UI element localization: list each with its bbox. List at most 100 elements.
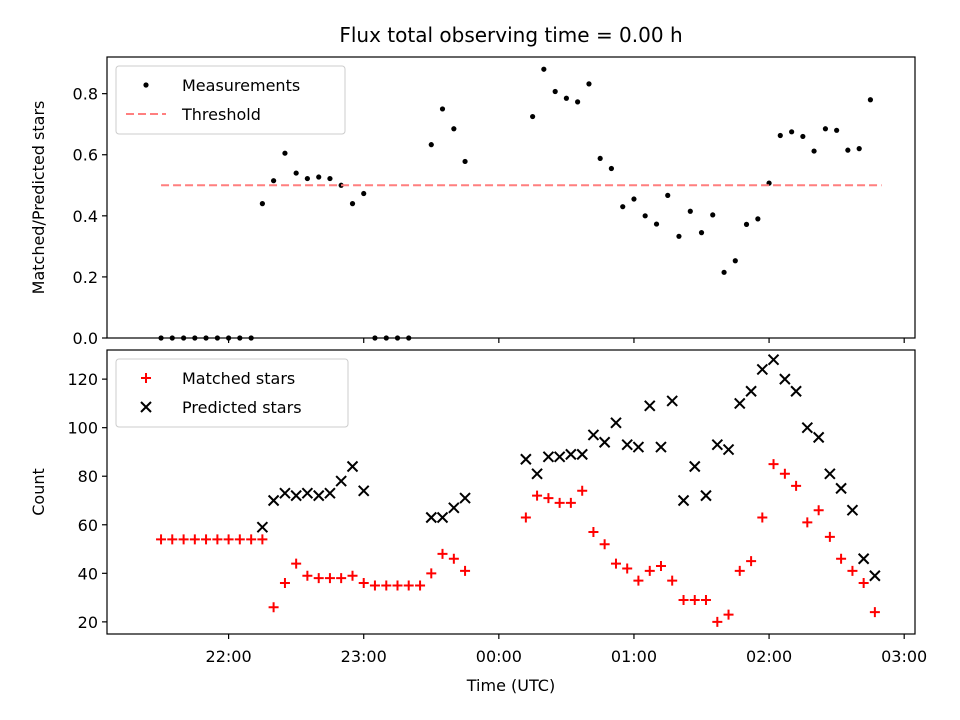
data-point	[712, 616, 723, 627]
legend-marker	[141, 373, 151, 383]
data-point	[676, 233, 682, 239]
data-point	[869, 607, 880, 618]
data-point	[734, 397, 746, 410]
top-panel: 0.0 0.2 0.4 0.6 0.8 Matched/Predicted stars Me…	[29, 56, 916, 348]
data-point	[689, 460, 701, 473]
data-point	[622, 563, 633, 574]
data-point	[610, 558, 621, 569]
data-point	[721, 269, 727, 275]
data-point	[631, 196, 637, 202]
data-point	[349, 201, 356, 207]
data-point	[678, 595, 689, 606]
data-point	[336, 573, 347, 584]
data-point	[234, 534, 245, 545]
data-point	[542, 451, 555, 463]
data-point	[167, 534, 178, 545]
data-point	[532, 490, 543, 501]
data-point	[451, 126, 457, 132]
data-point	[835, 482, 847, 495]
y-tick-label: 0.4	[73, 207, 98, 226]
data-point	[655, 441, 667, 453]
legend-1: Measurements Threshold	[115, 65, 346, 135]
legend-box	[115, 65, 346, 135]
data-point	[565, 497, 576, 508]
data-point	[192, 335, 198, 341]
data-point	[790, 385, 802, 397]
data-point	[667, 575, 678, 586]
data-point	[531, 468, 543, 480]
data-point	[257, 534, 268, 545]
data-point	[745, 385, 757, 397]
data-point	[212, 534, 223, 545]
data-point	[621, 438, 633, 451]
y-axis-label-1: Matched/Predicted stars	[29, 101, 48, 295]
data-point	[779, 373, 791, 385]
data-point	[361, 190, 367, 197]
data-point	[655, 561, 666, 572]
data-point	[158, 335, 164, 341]
data-point	[755, 216, 761, 222]
data-point	[779, 468, 790, 479]
data-point	[313, 489, 325, 502]
data-point	[313, 573, 324, 584]
data-point	[268, 602, 279, 613]
data-point	[856, 146, 862, 152]
data-point	[813, 505, 824, 516]
data-point	[734, 565, 745, 576]
data-point	[541, 66, 547, 72]
data-point	[824, 468, 836, 480]
data-point	[700, 489, 712, 502]
y-tick-label: 0.8	[73, 85, 98, 104]
data-point	[553, 451, 566, 463]
data-point	[632, 441, 645, 453]
series-matched-stars	[156, 459, 880, 627]
data-point	[608, 165, 614, 172]
data-point	[597, 155, 603, 162]
data-point	[768, 459, 779, 470]
data-point	[426, 568, 437, 579]
data-point	[181, 335, 187, 341]
x-tick-label: 00:00	[476, 647, 522, 666]
data-point	[575, 99, 581, 105]
legend-label: Predicted stars	[182, 398, 302, 417]
data-point	[267, 494, 280, 507]
data-point	[811, 148, 817, 154]
data-point	[653, 221, 660, 227]
data-point	[304, 175, 310, 182]
data-point	[178, 534, 189, 545]
data-point	[279, 578, 290, 589]
data-point	[392, 580, 403, 591]
x-tick-label: 23:00	[341, 647, 387, 666]
x-tick-label: 03:00	[881, 647, 927, 666]
data-point	[346, 460, 359, 473]
data-point	[644, 565, 655, 576]
data-point	[301, 487, 314, 499]
data-point	[565, 448, 577, 461]
data-point	[834, 127, 840, 133]
data-point	[358, 485, 370, 497]
data-point	[710, 212, 716, 218]
data-point	[259, 201, 265, 207]
data-point	[291, 558, 302, 569]
x-tick-label: 01:00	[611, 647, 657, 666]
data-point	[403, 580, 414, 591]
data-point	[203, 335, 209, 341]
data-point	[428, 142, 434, 148]
data-point	[324, 573, 335, 584]
y-tick-label: 0.6	[73, 146, 98, 165]
data-point	[800, 133, 806, 140]
data-point	[801, 421, 814, 434]
legend-marker	[140, 401, 152, 413]
data-point	[530, 113, 536, 120]
data-point	[439, 106, 446, 112]
data-point	[588, 527, 599, 538]
data-point	[335, 475, 347, 487]
data-point	[214, 335, 220, 341]
bottom-panel: 20 40 60 80 100 120 22:00 23:00 00:00 01:00 02:00 0…	[29, 349, 927, 666]
data-point	[822, 126, 829, 132]
data-point	[812, 431, 825, 444]
y-tick-label: 80	[78, 467, 98, 486]
data-point	[201, 534, 212, 545]
data-point	[777, 132, 783, 139]
